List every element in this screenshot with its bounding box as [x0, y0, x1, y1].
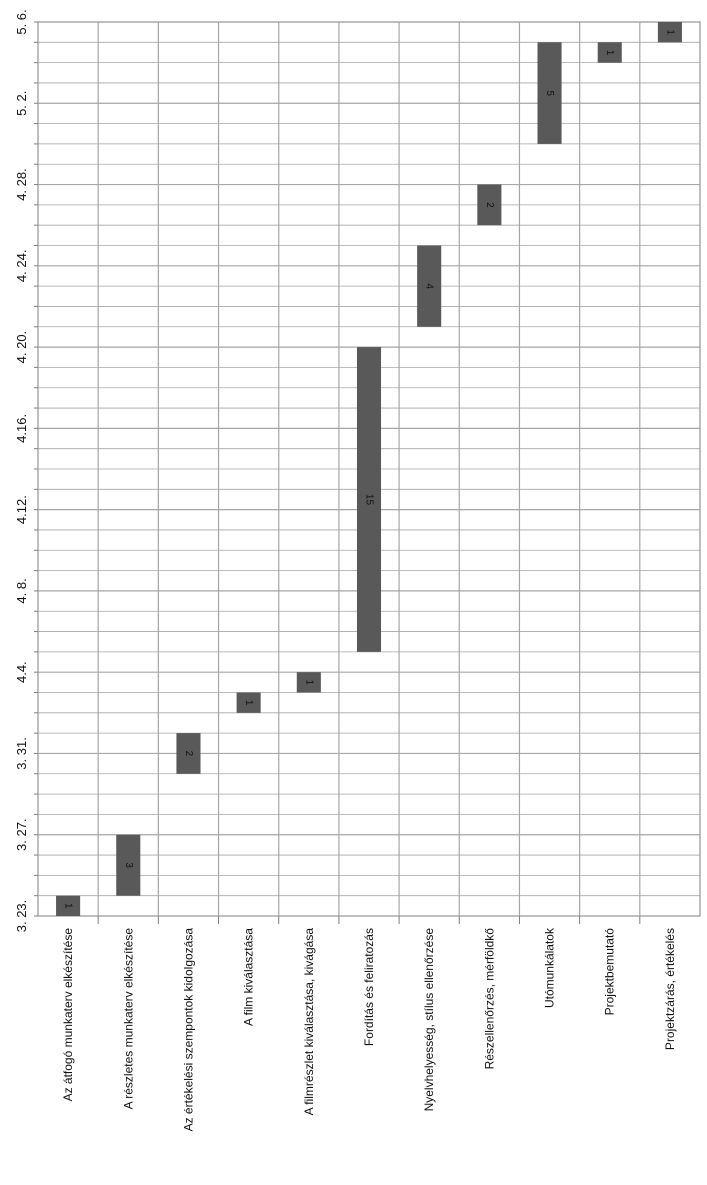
bar-duration-label: 1	[243, 700, 254, 706]
bar-duration-label: 15	[364, 494, 375, 506]
date-tick-label: 5. 2.	[14, 91, 29, 116]
task-name-label: A filmrészlet kiválasztása, kivágása	[302, 928, 316, 1116]
bar-duration-label: 1	[63, 903, 74, 909]
gantt-bar	[56, 895, 81, 916]
task-name-label: Nyelvhelyesség, stílus ellenőrzése	[422, 928, 436, 1112]
bar-duration-label: 3	[123, 862, 134, 868]
date-tick-label: 4. 24.	[14, 250, 29, 283]
bar-duration-label: 1	[604, 50, 615, 56]
date-tick-label: 4. 28.	[14, 168, 29, 201]
date-tick-labels: 3. 23. 3. 27. 3. 31. 4.4. 4. 8. 4.12. 4.16. 4. …	[14, 9, 29, 932]
task-name-label: Részellenőrzés, mérföldkő	[482, 928, 496, 1070]
date-tick-label: 4.16.	[14, 414, 29, 443]
date-tick-label: 5. 6.	[14, 9, 29, 34]
gantt-bar	[657, 22, 682, 43]
gantt-bar	[356, 347, 382, 652]
bar-duration-label: 4	[424, 283, 435, 289]
gantt-bar	[417, 245, 442, 327]
gantt-bar	[116, 834, 141, 896]
gantt-bar	[236, 692, 261, 713]
task-labels: Az átfogó munkaterv elkészítése A részlet…	[61, 927, 677, 1131]
bar-duration-label: 1	[664, 29, 675, 35]
bar-duration-label: 5	[544, 90, 555, 96]
task-name-label: Az értékelési szempontok kidolgozása	[181, 928, 195, 1132]
date-tick-label: 4.12.	[14, 495, 29, 524]
bar-duration-label: 2	[183, 751, 194, 757]
task-name-label: Projektbemutató	[603, 928, 617, 1016]
date-tick-label: 4. 20.	[14, 331, 29, 364]
task-name-label: Projektzárás, értékelés	[663, 928, 677, 1050]
date-tick-label: 3. 27.	[14, 818, 29, 851]
date-tick-label: 3. 23.	[14, 900, 29, 933]
gantt-bar	[597, 42, 622, 63]
date-tick-label: 3. 31.	[14, 737, 29, 770]
task-name-label: Fordítás és feliratozás	[362, 928, 376, 1046]
gantt-bar	[477, 184, 502, 226]
task-name-label: Az átfogó munkaterv elkészítése	[61, 928, 75, 1102]
date-tick-label: 4.4.	[14, 661, 29, 683]
task-name-label: A részletes munkaterv elkészítése	[121, 928, 135, 1110]
gantt-bar	[537, 42, 562, 144]
task-name-label: A film kiválasztása	[242, 928, 256, 1026]
gantt-bar	[176, 733, 201, 774]
bar-duration-label: 1	[303, 680, 314, 686]
bar-layer: 1 3 2 1 1 15 4 2 5 1 1	[56, 22, 682, 916]
date-tick-label: 4. 8.	[14, 578, 29, 603]
bar-duration-label: 2	[484, 202, 495, 208]
task-name-label: Utómunkálatok	[543, 927, 557, 1008]
gantt-bar	[296, 672, 321, 693]
